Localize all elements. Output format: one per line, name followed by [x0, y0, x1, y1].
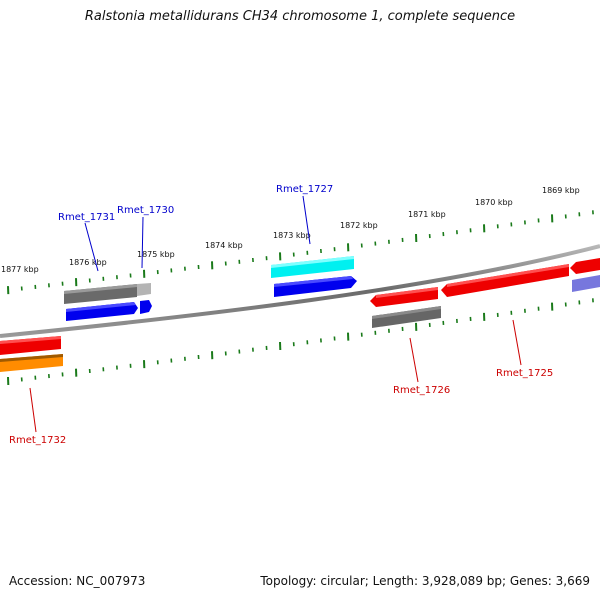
gene-rmet-1730[interactable] [137, 283, 152, 314]
chromosome-backbone [0, 244, 600, 338]
map-title: Ralstonia metallidurans CH34 chromosome … [84, 9, 516, 24]
label-rmet-1726[interactable]: Rmet_1726 [393, 385, 450, 396]
tick-label-1875: 1875 kbp [137, 250, 175, 259]
label-rmet-1727[interactable]: Rmet_1727 [276, 184, 333, 195]
tick-label-1877: 1877 kbp [1, 265, 39, 274]
gene-rmet-1727[interactable] [271, 256, 357, 297]
tick-label-1869: 1869 kbp [542, 186, 580, 195]
leader-rmet-1725 [512, 319, 522, 366]
topology-summary: Topology: circular; Length: 3,928,089 bp… [260, 574, 590, 588]
gene-rmet-1726[interactable] [370, 287, 441, 328]
lower-scale [7, 298, 594, 386]
gene-rmet-1731[interactable] [64, 284, 138, 321]
tick-label-1872: 1872 kbp [340, 221, 378, 230]
label-rmet-1730[interactable]: Rmet_1730 [117, 205, 174, 216]
leader-rmet-1732 [29, 387, 37, 433]
leader-rmet-1730 [141, 216, 144, 269]
upper-scale [7, 210, 594, 295]
tick-label-1870: 1870 kbp [475, 198, 513, 207]
tick-label-1874: 1874 kbp [205, 241, 243, 250]
label-rmet-1731[interactable]: Rmet_1731 [58, 212, 115, 223]
label-rmet-1732[interactable]: Rmet_1732 [9, 435, 66, 446]
gene-right-edge[interactable] [570, 258, 600, 292]
leader-rmet-1726 [409, 337, 419, 383]
leader-rmet-1727 [302, 195, 311, 245]
tick-label-1873: 1873 kbp [273, 231, 311, 240]
accession-text: Accession: NC_007973 [9, 574, 146, 588]
leader-rmet-1731 [84, 222, 99, 272]
tick-label-1871: 1871 kbp [408, 210, 446, 219]
label-rmet-1725[interactable]: Rmet_1725 [496, 368, 553, 379]
tick-label-1876: 1876 kbp [69, 258, 107, 267]
gene-rmet-1732[interactable] [0, 336, 63, 372]
gene-rmet-1725[interactable] [441, 264, 569, 297]
